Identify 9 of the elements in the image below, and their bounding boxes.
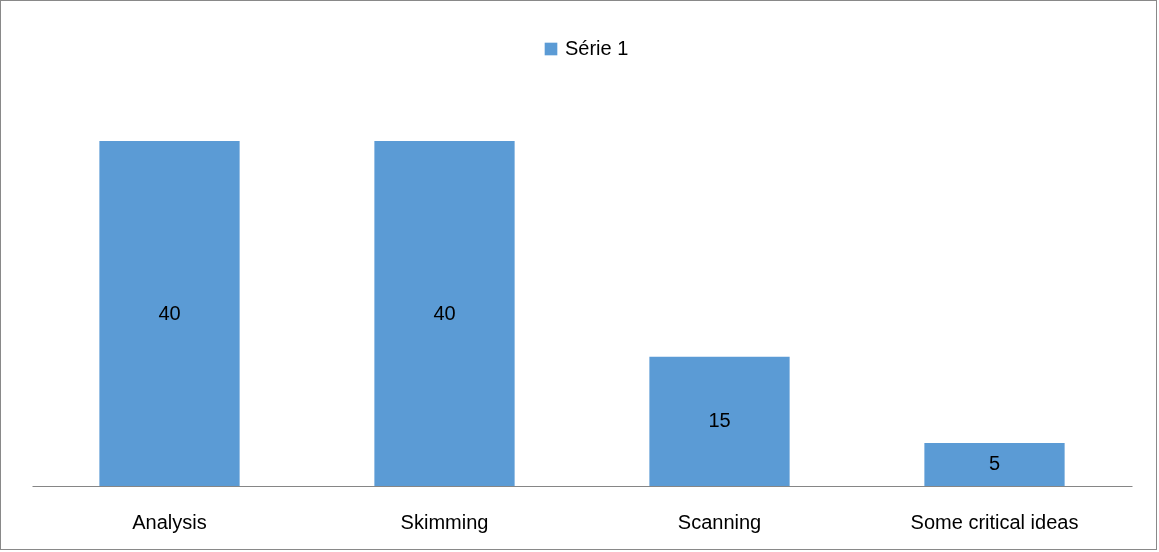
data-label: 40 — [158, 301, 181, 324]
data-label: 5 — [988, 452, 1001, 475]
x-tick-label: Skimming — [400, 510, 489, 533]
x-tick-label: Scanning — [677, 510, 762, 533]
legend-label: Série 1 — [565, 37, 629, 59]
x-tick-label: Some critical ideas — [910, 510, 1079, 533]
data-label: 40 — [433, 301, 456, 324]
data-label: 15 — [708, 409, 731, 432]
x-tick-label: Analysis — [132, 510, 207, 533]
